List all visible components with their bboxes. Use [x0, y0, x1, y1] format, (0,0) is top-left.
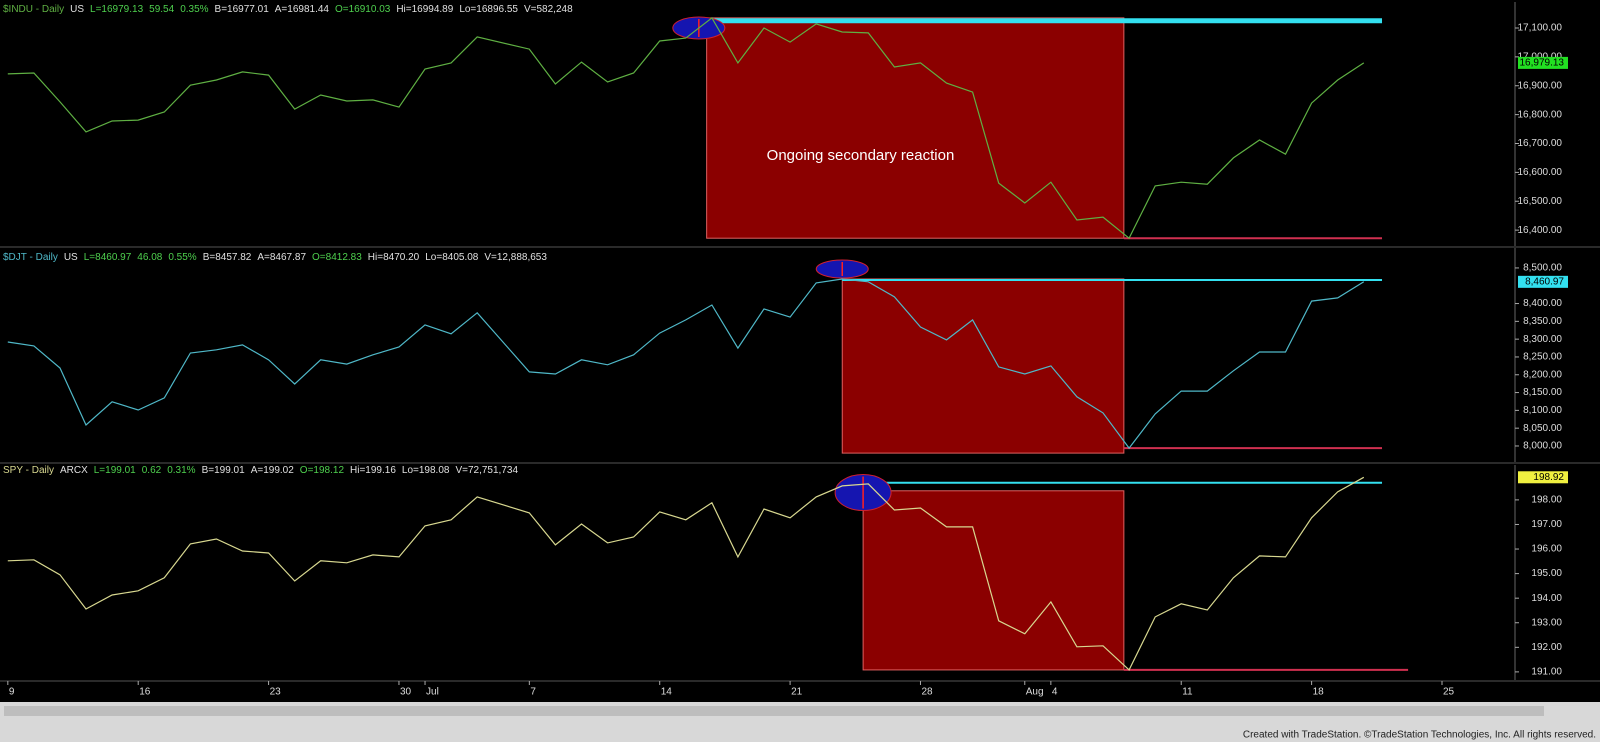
- x-tick-label: 30: [400, 687, 412, 698]
- y-tick-label: 8,200.00: [1523, 369, 1562, 380]
- y-tick-label: 8,250.00: [1523, 352, 1562, 363]
- y-tick-label: 8,050.00: [1523, 423, 1562, 434]
- header-field: B=16977.01: [215, 4, 270, 15]
- header-field: Lo=8405.08: [425, 252, 479, 263]
- header-field: A=8467.87: [257, 252, 306, 263]
- last-value-label: 198.92: [1533, 472, 1564, 483]
- last-value-box: [1518, 275, 1568, 288]
- x-tick-label: 21: [791, 687, 803, 698]
- header-field: B=8457.82: [203, 252, 252, 263]
- x-tick-label: 14: [661, 687, 673, 698]
- y-tick-label: 16,900.00: [1518, 80, 1563, 91]
- header-field: O=8412.83: [312, 252, 362, 263]
- y-tick-label: 195.00: [1531, 568, 1562, 579]
- y-tick-label: 8,000.00: [1523, 441, 1562, 452]
- x-tick-label: Jul: [426, 687, 439, 698]
- y-tick-label: 16,700.00: [1518, 138, 1563, 149]
- header-field: 0.35%: [180, 4, 208, 15]
- y-tick-label: 192.00: [1531, 642, 1562, 653]
- last-value-box: [1518, 471, 1568, 484]
- y-tick-label: 193.00: [1531, 617, 1562, 628]
- symbol-header: $INDU - Daily US L=16979.13 59.54 0.35% B=169…: [3, 4, 573, 15]
- header-field: V=72,751,734: [455, 465, 518, 476]
- y-tick-label: 8,500.00: [1523, 263, 1562, 274]
- y-tick-label: 198.00: [1531, 495, 1562, 506]
- y-tick-label: 197.00: [1531, 519, 1562, 530]
- x-tick-label: 28: [921, 687, 933, 698]
- header-field: 46.08: [137, 252, 162, 263]
- x-tick-label: 4: [1052, 687, 1058, 698]
- y-tick-label: 191.00: [1531, 667, 1562, 678]
- y-tick-label: 8,400.00: [1523, 298, 1562, 309]
- x-tick-label: 11: [1182, 687, 1193, 698]
- header-field: Lo=198.08: [402, 465, 450, 476]
- x-tick-label: 25: [1443, 687, 1455, 698]
- price-line: [7, 17, 1365, 240]
- header-field: O=198.12: [300, 465, 345, 476]
- price-line: [7, 476, 1365, 671]
- header-field: V=582,248: [524, 4, 573, 15]
- x-tick-label: 9: [9, 687, 15, 698]
- y-tick-label: 17,100.00: [1518, 23, 1563, 34]
- header-field: B=199.01: [202, 465, 246, 476]
- y-tick-label: 16,400.00: [1518, 225, 1563, 236]
- header-field: Hi=16994.89: [396, 4, 453, 15]
- y-tick-label: 8,100.00: [1523, 405, 1562, 416]
- header-field: Hi=8470.20: [368, 252, 420, 263]
- x-tick-label: 23: [270, 687, 282, 698]
- x-tick-label: 18: [1313, 687, 1325, 698]
- header-field: 0.55%: [168, 252, 196, 263]
- header-field: 0.62: [142, 465, 162, 476]
- header-field: ARCX: [60, 465, 88, 476]
- shaded-region: [706, 17, 1125, 239]
- symbol-header: SPY - Daily ARCX L=199.01 0.62 0.31% B=199.01…: [3, 465, 518, 476]
- last-value-box: [1518, 56, 1568, 69]
- header-field: L=16979.13: [90, 4, 144, 15]
- header-field: V=12,888,653: [484, 252, 547, 263]
- price-line: [7, 278, 1365, 450]
- last-value-label: 16,979.13: [1520, 58, 1565, 69]
- y-tick-label: 16,600.00: [1518, 167, 1563, 178]
- header-field: A=16981.44: [275, 4, 330, 15]
- y-tick-label: 16,800.00: [1518, 109, 1563, 120]
- header-field: 59.54: [149, 4, 174, 15]
- header-field: O=16910.03: [335, 4, 391, 15]
- symbol-header: $DJT - Daily US L=8460.97 46.08 0.55% B=8457.…: [3, 252, 547, 263]
- annotation: Ongoing secondary reaction: [767, 147, 955, 164]
- header-field: L=199.01: [94, 465, 136, 476]
- x-tick-label: 16: [139, 687, 151, 698]
- last-value-label: 8,460.97: [1525, 276, 1564, 287]
- y-tick-label: 194.00: [1531, 593, 1562, 604]
- header-field: Hi=199.16: [350, 465, 396, 476]
- y-tick-label: 8,300.00: [1523, 334, 1562, 345]
- header-field: SPY - Daily: [3, 465, 54, 476]
- shaded-region: [862, 490, 1125, 671]
- y-tick-label: 16,500.00: [1518, 196, 1563, 207]
- header-field: L=8460.97: [84, 252, 132, 263]
- scrollbar[interactable]: [4, 706, 1544, 716]
- footer: Created with TradeStation. ©TradeStation…: [1243, 730, 1596, 741]
- y-tick-label: 196.00: [1531, 544, 1562, 555]
- y-tick-label: 8,350.00: [1523, 316, 1562, 327]
- header-field: 0.31%: [167, 465, 195, 476]
- header-field: $INDU - Daily: [3, 4, 64, 15]
- x-tick-label: 7: [530, 687, 536, 698]
- shaded-region: [841, 278, 1125, 454]
- x-tick-label: Aug: [1026, 687, 1044, 698]
- header-field: US: [64, 252, 78, 263]
- header-field: US: [70, 4, 84, 15]
- header-field: $DJT - Daily: [3, 252, 58, 263]
- y-tick-label: 8,150.00: [1523, 387, 1562, 398]
- header-field: Lo=16896.55: [459, 4, 518, 15]
- header-field: A=199.02: [251, 465, 295, 476]
